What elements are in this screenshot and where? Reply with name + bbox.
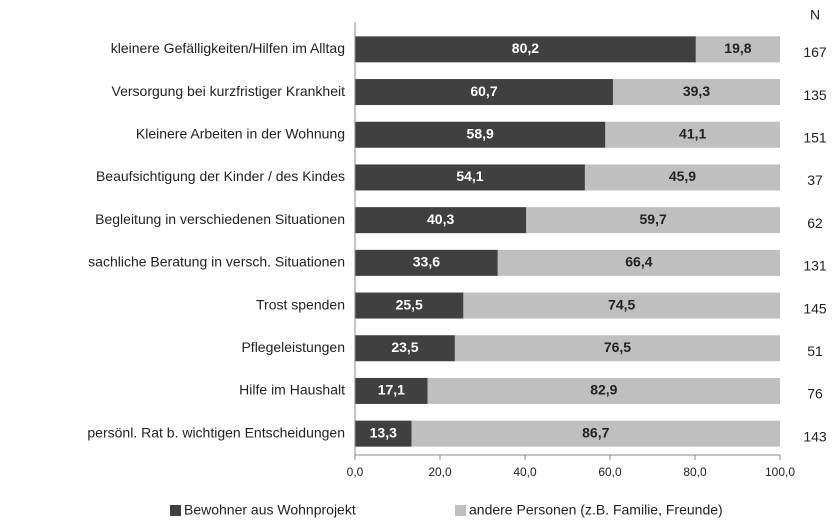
bar-segment [427,377,780,404]
value-label: 25,5 [396,296,423,312]
value-label: 19,8 [724,40,751,56]
n-value: 151 [803,129,827,145]
bar-segment [355,207,527,234]
category-label: persönl. Rat b. wichtigen Entscheidungen [87,424,345,440]
n-value: 51 [807,343,823,359]
value-label: 76,5 [604,339,631,355]
category-label: Kleinere Arbeiten in der Wohnung [136,125,345,141]
n-value: 131 [803,258,827,274]
bar-segment [355,36,696,63]
bar-segment [526,207,780,234]
value-label: 60,7 [470,83,497,99]
value-label: 45,9 [669,168,696,184]
category-label: Pflegeleistungen [241,339,345,355]
value-label: 39,3 [683,83,710,99]
legend-label: Bewohner aus Wohnprojekt [184,502,356,518]
value-label: 13,3 [370,424,397,440]
category-label: kleinere Gefälligkeiten/Hilfen im Alltag [111,40,345,56]
category-label: Beaufsichtigung der Kinder / des Kindes [96,168,345,184]
value-label: 54,1 [456,168,483,184]
bar-segment [355,420,412,447]
n-header: N [810,7,820,23]
x-tick-label: 20,0 [428,465,452,479]
bar-segment [612,79,780,106]
bar-segment [584,164,780,191]
category-label: Hilfe im Haushalt [239,382,345,398]
value-label: 58,9 [467,125,494,141]
value-label: 82,9 [590,382,617,398]
category-label: Versorgung bei kurzfristiger Krankheit [112,83,346,99]
bar-segment [355,377,428,404]
value-label: 23,5 [391,339,418,355]
bar-segment [695,36,780,63]
bar-segment [411,420,780,447]
bar-segment [355,249,498,276]
bar-segment [355,335,455,362]
value-label: 17,1 [378,382,405,398]
n-value: 37 [807,172,823,188]
legend-swatch [170,505,181,516]
category-label: Trost spenden [256,296,345,312]
n-value: 76 [807,386,823,402]
value-label: 74,5 [608,296,635,312]
x-tick-label: 40,0 [513,465,537,479]
bar-segment [497,249,780,276]
value-label: 86,7 [582,424,609,440]
n-value: 135 [803,87,827,103]
bar-segment [463,292,780,319]
category-label: sachliche Beratung in versch. Situatione… [88,254,345,270]
legend-swatch [455,505,466,516]
bar-segment [355,79,613,106]
legend-label: andere Personen (z.B. Familie, Freunde) [469,502,723,518]
value-label: 41,1 [679,125,706,141]
n-value: 145 [803,300,827,316]
category-label: Begleitung in verschiedenen Situationen [95,211,345,227]
value-label: 59,7 [640,211,667,227]
x-tick-label: 0,0 [347,465,364,479]
n-value: 62 [807,215,823,231]
x-tick-label: 60,0 [598,465,622,479]
value-label: 40,3 [427,211,454,227]
n-value: 143 [803,428,827,444]
bar-segment [605,121,780,148]
value-label: 66,4 [625,254,652,270]
bar-segment [355,164,585,191]
bar-segment [355,121,606,148]
bar-segment [454,335,780,362]
x-tick-label: 80,0 [683,465,707,479]
value-label: 33,6 [413,254,440,270]
bar-segment [355,292,464,319]
n-value: 167 [803,44,827,60]
value-label: 80,2 [512,40,539,56]
x-tick-label: 100,0 [765,465,795,479]
